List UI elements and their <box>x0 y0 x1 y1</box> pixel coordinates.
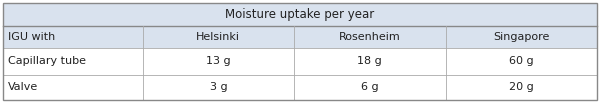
Text: 20 g: 20 g <box>509 82 533 92</box>
Text: Rosenheim: Rosenheim <box>339 32 401 42</box>
Bar <box>3 48 143 75</box>
Bar <box>294 48 446 75</box>
Bar <box>143 26 294 48</box>
Bar <box>446 75 597 100</box>
Bar <box>3 26 143 48</box>
Text: 3 g: 3 g <box>209 82 227 92</box>
Text: Moisture uptake per year: Moisture uptake per year <box>226 8 374 21</box>
Text: Helsinki: Helsinki <box>196 32 241 42</box>
Text: Capillary tube: Capillary tube <box>8 56 86 66</box>
Bar <box>446 48 597 75</box>
Text: 13 g: 13 g <box>206 56 230 66</box>
Bar <box>143 75 294 100</box>
Text: 6 g: 6 g <box>361 82 379 92</box>
Text: 18 g: 18 g <box>358 56 382 66</box>
Text: IGU with: IGU with <box>8 32 55 42</box>
Text: Valve: Valve <box>8 82 38 92</box>
Bar <box>3 75 143 100</box>
Text: Singapore: Singapore <box>493 32 550 42</box>
Bar <box>143 48 294 75</box>
Bar <box>294 26 446 48</box>
Bar <box>446 26 597 48</box>
Bar <box>3 3 597 26</box>
Text: 60 g: 60 g <box>509 56 533 66</box>
Bar <box>294 75 446 100</box>
